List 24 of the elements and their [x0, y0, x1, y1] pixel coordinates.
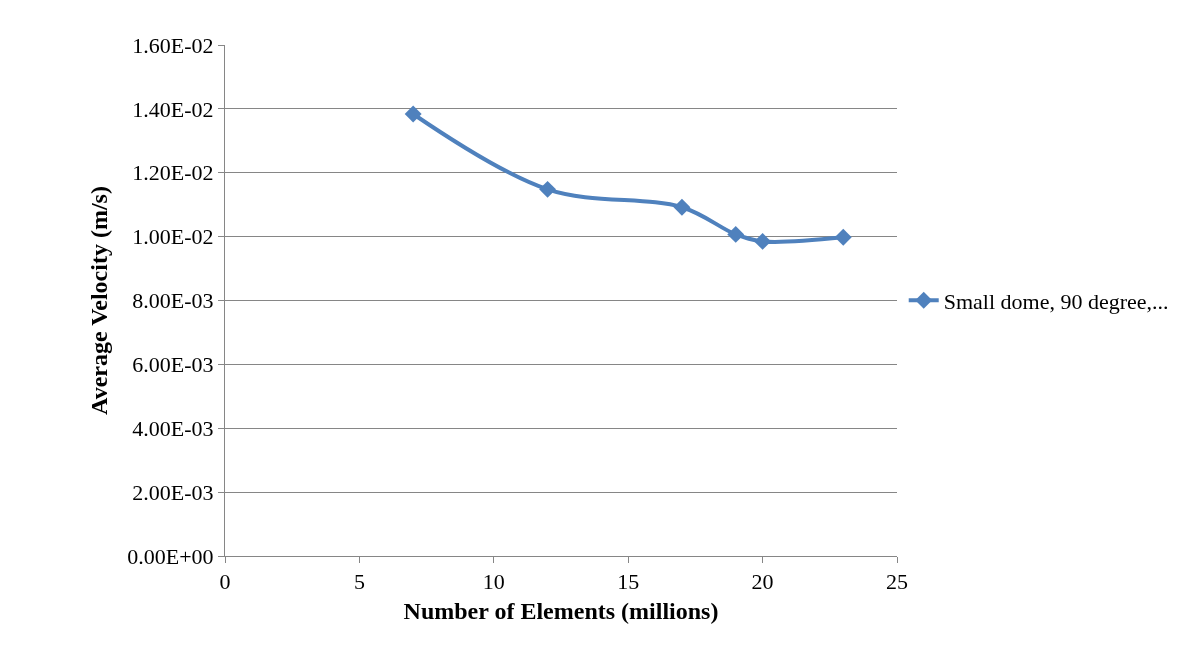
y-tick-label: 8.00E-03: [132, 288, 214, 314]
x-tick-label: 20: [751, 569, 774, 595]
x-tick-label: 5: [353, 569, 365, 595]
y-tick-label: 1.40E-02: [132, 96, 214, 122]
point: [834, 228, 852, 246]
point: [754, 232, 772, 250]
y-tick-label: 6.00E-03: [132, 352, 214, 378]
x-tick-label: 15: [617, 569, 640, 595]
y-axis-title: Average Velocity (m/s): [86, 186, 113, 415]
x-axis-title: Number of Elements (millions): [403, 597, 719, 624]
legend-label: Small dome, 90 degree,...: [943, 288, 1169, 314]
point: [673, 198, 691, 216]
x-tick-label: 25: [886, 569, 908, 595]
y-tick-label: 1.20E-02: [132, 160, 214, 186]
point: [727, 225, 745, 243]
point: [539, 180, 557, 198]
point: [404, 105, 422, 123]
x-tick-label: 10: [482, 569, 505, 595]
y-tick-label: 1.00E-02: [132, 224, 214, 250]
y-tick-label: 2.00E-03: [132, 479, 214, 505]
y-tick-label: 4.00E-03: [132, 415, 214, 441]
y-tick-label: 0.00E+00: [127, 543, 214, 569]
y-tick-label: 1.60E-02: [132, 32, 214, 58]
x-tick-label: 0: [219, 569, 231, 595]
